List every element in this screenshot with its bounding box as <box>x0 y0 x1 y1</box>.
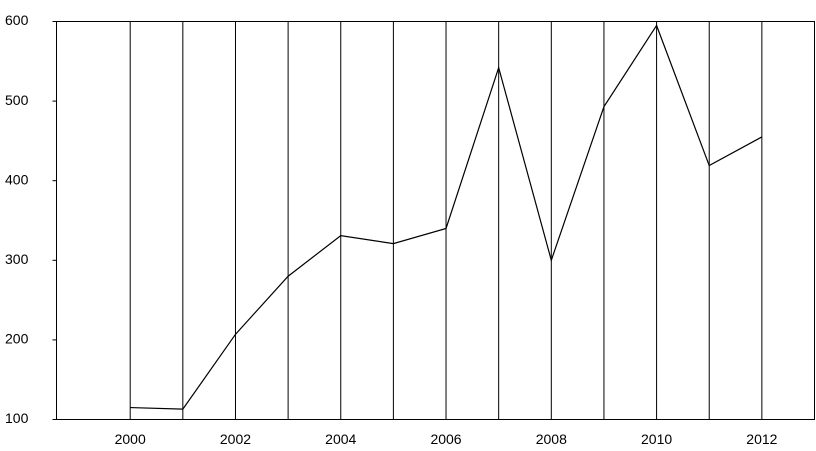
x-tick-label: 2004 <box>325 431 356 447</box>
x-tick-label: 2000 <box>115 431 146 447</box>
y-tick-label: 600 <box>5 12 29 28</box>
x-tick-label: 2010 <box>641 431 672 447</box>
y-tick-label: 100 <box>5 410 29 426</box>
x-tick-label: 2006 <box>430 431 461 447</box>
x-tick-label: 2012 <box>746 431 777 447</box>
y-tick-label: 500 <box>5 92 29 108</box>
y-tick-label: 400 <box>5 171 29 187</box>
x-tick-label: 2008 <box>536 431 567 447</box>
y-tick-label: 300 <box>5 251 29 267</box>
x-tick-label: 2002 <box>220 431 251 447</box>
plot-frame <box>56 21 815 420</box>
data-line <box>130 24 763 410</box>
y-tick-label: 200 <box>5 331 29 347</box>
